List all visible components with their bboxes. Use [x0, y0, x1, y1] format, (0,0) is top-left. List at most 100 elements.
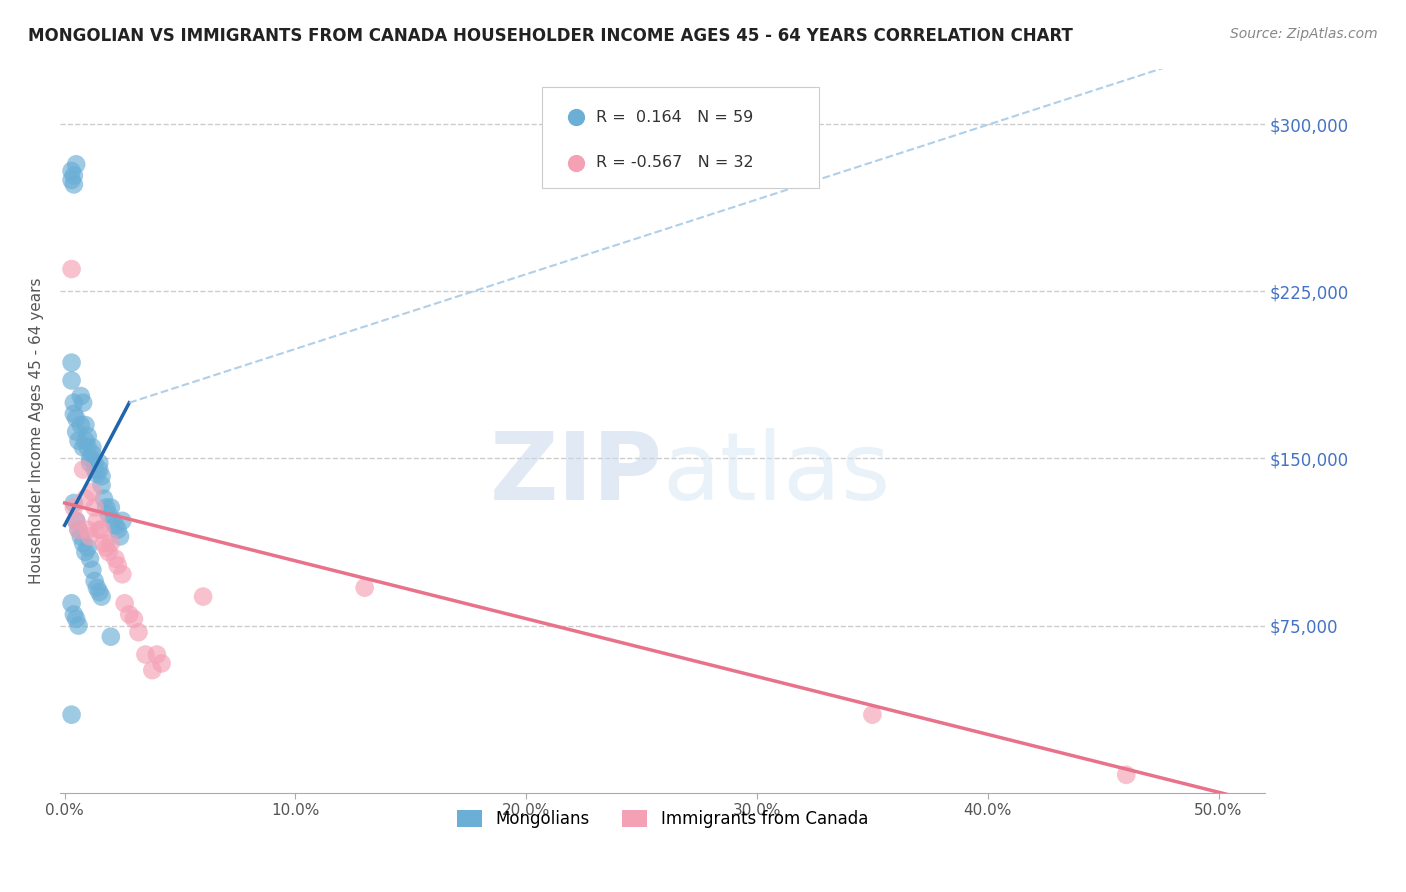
Point	[90, 469, 112, 483]
Text: ZIP: ZIP	[489, 428, 662, 520]
Point	[89, 523, 111, 537]
Point	[134, 648, 156, 662]
Point	[63, 395, 86, 409]
Point	[86, 514, 108, 528]
Point	[75, 545, 97, 559]
Point	[100, 500, 122, 515]
Point	[67, 618, 90, 632]
Point	[63, 169, 86, 183]
Point	[69, 389, 91, 403]
Point	[111, 567, 134, 582]
Point	[65, 612, 87, 626]
Point	[63, 607, 86, 622]
Point	[60, 262, 83, 277]
Point	[63, 496, 86, 510]
Text: atlas: atlas	[662, 428, 890, 520]
Point	[75, 491, 97, 506]
Point	[60, 164, 83, 178]
Point	[108, 529, 131, 543]
Point	[1040, 786, 1063, 800]
Point	[76, 523, 98, 537]
Point	[60, 596, 83, 610]
Point	[83, 456, 105, 470]
Text: R =  0.164   N = 59: R = 0.164 N = 59	[596, 110, 754, 125]
Point	[89, 462, 111, 476]
Point	[65, 411, 87, 425]
Point	[89, 456, 111, 470]
Point	[114, 596, 136, 610]
Point	[83, 574, 105, 588]
Point	[65, 514, 87, 528]
Point	[82, 440, 104, 454]
Point	[76, 541, 98, 555]
Point	[60, 173, 83, 187]
Point	[82, 563, 104, 577]
Point	[63, 500, 86, 515]
Point	[96, 500, 118, 515]
Point	[79, 529, 101, 543]
Text: R = -0.567   N = 32: R = -0.567 N = 32	[596, 155, 754, 170]
Point	[72, 462, 94, 476]
Point	[1040, 786, 1063, 800]
Point	[128, 625, 150, 640]
Point	[104, 518, 127, 533]
Point	[111, 514, 134, 528]
Point	[89, 585, 111, 599]
Point	[141, 663, 163, 677]
Point	[107, 558, 129, 573]
Point	[69, 417, 91, 432]
FancyBboxPatch shape	[541, 87, 818, 188]
Point	[67, 523, 90, 537]
Point	[63, 407, 86, 421]
Point	[860, 707, 883, 722]
Point	[60, 707, 83, 722]
Point	[97, 545, 120, 559]
Point	[97, 507, 120, 521]
Point	[75, 434, 97, 448]
Point	[63, 178, 86, 192]
Legend: Mongolians, Immigrants from Canada: Mongolians, Immigrants from Canada	[450, 804, 875, 835]
Text: MONGOLIAN VS IMMIGRANTS FROM CANADA HOUSEHOLDER INCOME AGES 45 - 64 YEARS CORREL: MONGOLIAN VS IMMIGRANTS FROM CANADA HOUS…	[28, 27, 1073, 45]
Y-axis label: Householder Income Ages 45 - 64 years: Householder Income Ages 45 - 64 years	[30, 277, 44, 584]
Point	[101, 514, 124, 528]
Point	[150, 657, 173, 671]
Point	[90, 523, 112, 537]
Point	[93, 491, 115, 506]
Point	[104, 551, 127, 566]
Point	[90, 590, 112, 604]
Point	[72, 395, 94, 409]
Point	[122, 612, 145, 626]
Point	[83, 462, 105, 476]
Point	[86, 467, 108, 481]
Point	[60, 374, 83, 388]
Point	[353, 581, 375, 595]
Point	[65, 157, 87, 171]
Point	[79, 451, 101, 466]
Point	[96, 541, 118, 555]
Point	[67, 523, 90, 537]
Point	[191, 590, 214, 604]
Point	[76, 440, 98, 454]
Point	[69, 529, 91, 543]
Text: Source: ZipAtlas.com: Source: ZipAtlas.com	[1230, 27, 1378, 41]
Point	[118, 607, 141, 622]
Point	[72, 536, 94, 550]
Point	[90, 478, 112, 492]
Point	[79, 456, 101, 470]
Point	[1115, 768, 1137, 782]
Point	[79, 551, 101, 566]
Point	[100, 536, 122, 550]
Point	[93, 536, 115, 550]
Point	[75, 417, 97, 432]
Point	[65, 514, 87, 528]
Point	[67, 434, 90, 448]
Point	[60, 356, 83, 370]
Point	[65, 425, 87, 439]
Point	[100, 630, 122, 644]
Point	[82, 484, 104, 499]
Point	[83, 500, 105, 515]
Point	[76, 429, 98, 443]
Point	[72, 440, 94, 454]
Point	[107, 523, 129, 537]
Point	[82, 447, 104, 461]
